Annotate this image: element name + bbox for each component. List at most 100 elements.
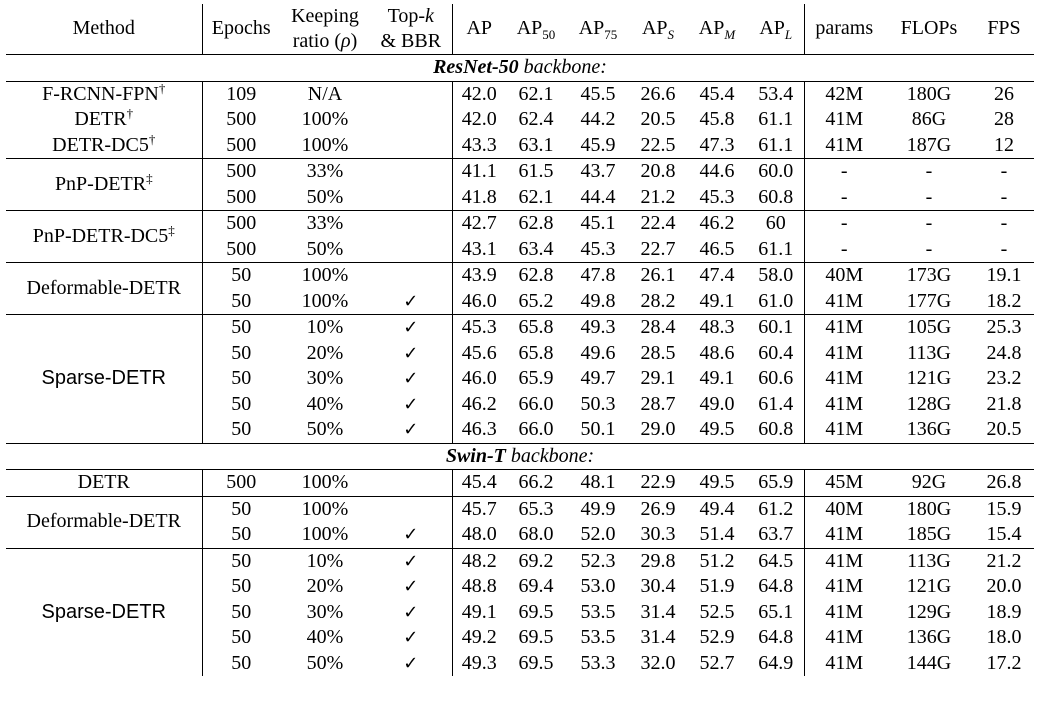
cell-ap75: 53.5: [580, 600, 616, 623]
cell-apl: 63.7: [748, 522, 805, 548]
cell-apm: 52.7: [699, 651, 735, 674]
section-title: ResNet-50 backbone:: [6, 54, 1034, 82]
cell-apl: 61.1: [748, 132, 805, 159]
cell-ratio: 100%: [280, 495, 370, 522]
cell-flops: 180G: [884, 495, 974, 522]
cell-ratio: 33%: [280, 158, 370, 185]
cell-apm: 49.5: [699, 418, 735, 440]
cell-epochs: 50: [231, 626, 252, 648]
cell-epochs: 500: [226, 471, 257, 493]
cell-ratio: 10%: [280, 547, 370, 574]
cell-apm: 48.6: [699, 341, 735, 364]
cell-apl: 60.0: [748, 158, 805, 185]
cell-ratio: 33%: [280, 210, 370, 237]
cell-fps: 21.2: [974, 547, 1034, 574]
cell-ap: 46.0: [461, 367, 497, 389]
method-cell: Sparse-DETR: [6, 314, 203, 443]
cell-ratio: 30%: [306, 367, 344, 389]
cell-apm: 52.5: [699, 600, 735, 623]
cell-apm: 47.4: [686, 262, 748, 289]
cell-aps: 26.9: [630, 495, 686, 522]
cell-flops: 92G: [911, 471, 947, 493]
cell-apm: 52.9: [699, 626, 735, 648]
cell-epochs: 50: [231, 651, 252, 674]
cell-ratio: 30%: [306, 600, 344, 623]
cell-aps: 26.6: [640, 82, 676, 105]
cell-fps: 26: [994, 82, 1014, 105]
cell-ap: 45.7: [452, 495, 506, 522]
cell-params: 41M: [825, 392, 864, 415]
cell-ap50: 62.1: [518, 185, 554, 208]
cell-params: 42M: [825, 82, 864, 105]
cell-params: 41M: [825, 575, 864, 597]
cell-epochs: 50: [231, 575, 252, 597]
cell-params: 41M: [825, 523, 864, 545]
cell-ap: 48.8: [461, 575, 497, 597]
cell-apm: 49.0: [699, 392, 735, 415]
cell-apm: 46.2: [686, 210, 748, 237]
cell-topk: [370, 210, 453, 237]
cell-ap75: 45.3: [580, 237, 616, 260]
cell-flops: 113G: [907, 341, 951, 364]
section-header-row: ResNet-50 backbone:: [6, 54, 1034, 82]
cell-aps: 22.4: [630, 210, 686, 237]
header-keeping-ratio-line2: ratio (ρ): [292, 30, 358, 52]
cell-flops: 187G: [906, 133, 952, 156]
cell-fps: -: [974, 158, 1034, 185]
table-row: 50 100% ✓ 46.0 65.2 49.8 28.2 49.1 61.0 41M 177G 18…: [6, 288, 1034, 315]
cell-topk: [370, 236, 453, 263]
cell-epochs: 50: [202, 314, 280, 341]
section-title: Swin-T backbone:: [6, 442, 1034, 470]
cell-apl: 60.4: [748, 340, 805, 366]
cell-ratio: 100%: [301, 523, 349, 545]
cell-params: 41M: [825, 341, 864, 364]
cell-topk: [370, 107, 453, 133]
header-params: params: [804, 4, 884, 55]
cell-ratio: 10%: [280, 314, 370, 341]
cell-topk: ✓: [370, 391, 453, 417]
cell-ap50: 61.5: [506, 158, 566, 185]
cell-ap50: 69.4: [518, 575, 554, 597]
cell-epochs: 50: [231, 341, 252, 364]
cell-fps: 18.2: [986, 289, 1022, 312]
cell-topk: ✓: [370, 522, 453, 548]
cell-epochs: 50: [231, 367, 252, 389]
cell-flops: 121G: [906, 367, 952, 389]
cell-aps: 32.0: [640, 651, 676, 674]
table-row: 50 30% ✓ 46.0 65.9 49.7 29.1 49.1 60.6 41M 121G 23.…: [6, 366, 1034, 392]
cell-apm: 45.8: [699, 108, 735, 130]
header-apm: APM: [686, 4, 748, 55]
cell-apl: 58.0: [748, 262, 805, 289]
table-body: ResNet-50 backbone: F-RCNN-FPN† 109 N/A 42.0…: [6, 54, 1034, 676]
cell-ap50: 63.4: [518, 237, 554, 260]
cell-ap75: 53.3: [580, 651, 616, 674]
cell-ap50: 68.0: [518, 523, 554, 545]
header-topk-bbr: Top-k & BBR: [370, 4, 453, 55]
cell-fps: 20.5: [986, 418, 1022, 440]
cell-params: 41M: [825, 367, 864, 389]
cell-apl: 65.1: [748, 599, 805, 625]
cell-ap75: 49.3: [566, 314, 630, 341]
cell-ap75: 49.9: [566, 495, 630, 522]
cell-flops: -: [884, 210, 974, 237]
cell-flops: 86G: [911, 108, 947, 130]
cell-ap50: 66.0: [518, 418, 554, 440]
cell-params: 41M: [804, 547, 884, 574]
cell-aps: 26.1: [630, 262, 686, 289]
section-backbone-name: ResNet-50: [433, 56, 519, 78]
cell-params: 41M: [804, 314, 884, 341]
table-row: DETR† 500 100% 42.0 62.4 44.2 20.5 45.8 61.1 41M 8…: [6, 106, 1034, 133]
cell-flops: 129G: [906, 600, 952, 623]
cell-flops: 121G: [906, 575, 952, 597]
cell-epochs: 50: [231, 418, 252, 440]
section-backbone-name: Swin-T: [445, 444, 506, 467]
cell-ap75: 44.4: [580, 185, 616, 208]
cell-topk: [370, 158, 453, 185]
table-row: DETR 500 100% 45.4 66.2 48.1 22.9 49.5 65.9 45M 92…: [6, 469, 1034, 496]
table-row: F-RCNN-FPN† 109 N/A 42.0 62.1 45.5 26.6 45.4 53.…: [6, 81, 1034, 107]
cell-topk: [370, 81, 453, 107]
cell-ap: 49.1: [461, 600, 497, 623]
cell-fps: 15.9: [974, 495, 1034, 522]
cell-ap50: 65.8: [518, 341, 554, 364]
cell-apl: 60.6: [748, 366, 805, 392]
